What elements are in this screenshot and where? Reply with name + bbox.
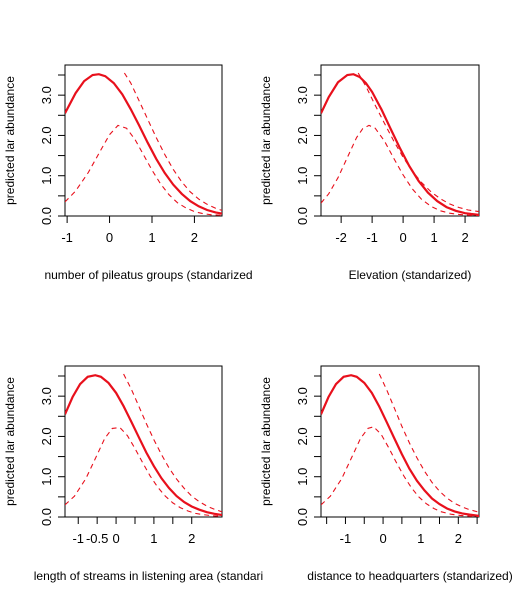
y-tick-label: 2.0: [295, 427, 310, 445]
y-tick-label: 3.0: [39, 387, 54, 405]
x-tick-label: 1: [150, 531, 157, 546]
x-tick-label: 0: [399, 230, 406, 245]
x-tick-label: 2: [191, 230, 198, 245]
plot-frame: [64, 365, 223, 518]
confidence-band-line: [65, 427, 222, 517]
x-tick-label: -1: [340, 531, 352, 546]
y-tick-label: 3.0: [295, 86, 310, 104]
y-tick-label: 1.0: [295, 167, 310, 185]
x-tick-label: 2: [455, 531, 462, 546]
x-tick-label: 1: [148, 230, 155, 245]
y-tick-label: 3.0: [295, 387, 310, 405]
y-tick-label: 2.0: [39, 427, 54, 445]
chart-panel-4: -1 0 1 2 0.0 1.0 2.0 3.0 distance to headquarter…: [259, 365, 513, 583]
y-tick-label: 2.0: [295, 126, 310, 144]
x-tick-label: 0: [106, 230, 113, 245]
confidence-band-line: [321, 124, 479, 216]
x-tick-label: -2: [335, 230, 347, 245]
prediction-line: [65, 73, 222, 215]
x-tick-label: 2: [188, 531, 195, 546]
confidence-band-line: [357, 72, 479, 213]
y-axis-label: predicted lar abundance: [3, 76, 17, 205]
prediction-line: [321, 374, 479, 517]
y-tick-label: 1.0: [39, 167, 54, 185]
y-tick-label: 0.0: [39, 508, 54, 526]
x-tick-label: -1: [72, 531, 84, 546]
y-tick-label: 0.0: [295, 508, 310, 526]
x-tick-label: 0: [379, 531, 386, 546]
x-axis-label: Elevation (standarized): [349, 268, 472, 282]
plot-frame: [64, 64, 223, 217]
y-tick-label: 1.0: [39, 468, 54, 486]
chart-panel-1: -1 0 1 2 0.0 1.0 2.0 3.0 number of pileatus grou…: [3, 64, 253, 282]
y-tick-label: 2.0: [39, 126, 54, 144]
prediction-line: [321, 73, 479, 216]
y-axis-label: predicted lar abundance: [259, 377, 273, 506]
x-tick-label: 2: [461, 230, 468, 245]
prediction-line: [65, 374, 222, 517]
confidence-band-line: [321, 426, 479, 517]
x-tick-label: -1: [366, 230, 378, 245]
y-tick-label: 0.0: [39, 207, 54, 225]
chart-panel-2: -2 -1 0 1 2 0.0 1.0 2.0 3.0 Elevation (standarize…: [259, 64, 480, 282]
y-tick-label: 0.0: [295, 207, 310, 225]
x-tick-label: 1: [430, 230, 437, 245]
x-axis-label: length of streams in listening area (sta…: [34, 569, 263, 583]
y-tick-label: 3.0: [39, 86, 54, 104]
x-axis-label: distance to headquarters (standarized): [307, 569, 512, 583]
confidence-band-line: [123, 373, 222, 513]
x-tick-label: 1: [417, 531, 424, 546]
confidence-band-line: [65, 124, 222, 216]
y-axis-label: predicted lar abundance: [3, 377, 17, 506]
x-tick-label: 0: [112, 531, 119, 546]
chart-panel-3: -1 0 1 2 -0.5 0.0 1.0 2.0 3.0 length of streams i…: [3, 365, 263, 583]
x-tick-label: -0.5: [86, 531, 108, 546]
confidence-band-line: [378, 373, 479, 513]
y-axis-label: predicted lar abundance: [259, 76, 273, 205]
y-tick-label: 1.0: [295, 468, 310, 486]
x-tick-label: -1: [61, 230, 73, 245]
confidence-band-line: [123, 72, 222, 211]
x-axis-label: number of pileatus groups (standarized: [44, 268, 252, 282]
plot-frame: [320, 64, 480, 217]
plot-frame: [320, 365, 480, 518]
